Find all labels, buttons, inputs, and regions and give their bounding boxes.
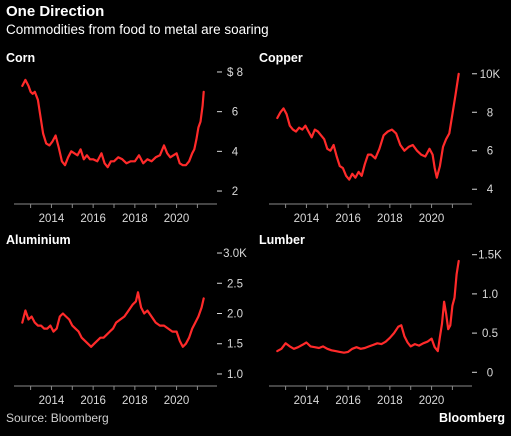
lumber-x-tick-label: 2016: [335, 395, 361, 407]
panel-title-aluminium: Aluminium: [6, 233, 71, 247]
copper-y-tick-label: 10K: [480, 69, 501, 81]
panel-title-copper: Copper: [259, 51, 303, 65]
corn-y-tick-label: 2: [232, 186, 238, 198]
aluminium-series-line: [21, 291, 205, 348]
lumber-x-tick-label: 2014: [294, 395, 320, 407]
aluminium-y-tick-label: 1.5: [227, 339, 243, 351]
aluminium-x-tick-label: 2018: [122, 395, 148, 407]
lumber-chart: 1.5K 1.0 0.5 0 2014 2016 2018 2020: [269, 250, 502, 407]
copper-x-tick-label: 2014: [294, 213, 320, 225]
copper-x-tick-label: 2018: [377, 213, 403, 225]
panel-title-corn: Corn: [6, 51, 36, 65]
lumber-x-tick-label: 2018: [377, 395, 403, 407]
copper-y-tick-label: 4: [487, 184, 494, 196]
copper-y-tick-label: 8: [487, 107, 493, 119]
copper-series-line: [276, 72, 460, 181]
corn-x-tick-label: 2018: [122, 213, 148, 225]
lumber-y-tick-label: 1.5K: [478, 250, 502, 262]
aluminium-x-tick-label: 2014: [39, 395, 65, 407]
lumber-x-tick-label: 2020: [419, 395, 445, 407]
aluminium-chart: 3.0K 2.5 2.0 1.5 1.0 2014 2016 2018 2020: [14, 248, 247, 407]
copper-x-tick-label: 2020: [419, 213, 445, 225]
copper-y-tick-label: 6: [487, 146, 493, 158]
aluminium-y-tick-label: 2.5: [227, 278, 243, 290]
aluminium-x-tick-label: 2016: [80, 395, 106, 407]
corn-x-tick-label: 2020: [164, 213, 190, 225]
corn-y-tick-label: 6: [232, 107, 238, 119]
corn-series-line: [21, 78, 205, 169]
lumber-y-tick-label: 0: [487, 367, 493, 379]
corn-x-tick-label: 2016: [80, 213, 106, 225]
bloomberg-logo: Bloomberg: [439, 411, 505, 425]
corn-x-tick-label: 2014: [39, 213, 65, 225]
copper-chart: 10K 8 6 4 2014 2016 2018 2020: [269, 69, 501, 225]
source-note: Source: Bloomberg: [6, 411, 109, 425]
aluminium-y-tick-label: 1.0: [227, 369, 243, 381]
corn-chart: $ 8 6 4 2 2014 2016 2018 2020: [14, 67, 243, 225]
aluminium-x-tick-label: 2020: [164, 395, 190, 407]
panel-title-lumber: Lumber: [259, 233, 305, 247]
lumber-y-tick-label: 1.0: [482, 289, 498, 301]
aluminium-y-tick-label: 2.0: [227, 309, 243, 321]
copper-x-tick-label: 2016: [335, 213, 361, 225]
lumber-series-line: [276, 259, 460, 354]
chart-title: One Direction: [6, 3, 105, 20]
corn-y-tick-label: $ 8: [227, 67, 243, 79]
lumber-y-tick-label: 0.5: [482, 328, 498, 340]
chart-subtitle: Commodities from food to metal are soari…: [6, 22, 269, 37]
aluminium-y-tick-label: 3.0K: [223, 248, 247, 260]
corn-y-tick-label: 4: [232, 146, 239, 158]
